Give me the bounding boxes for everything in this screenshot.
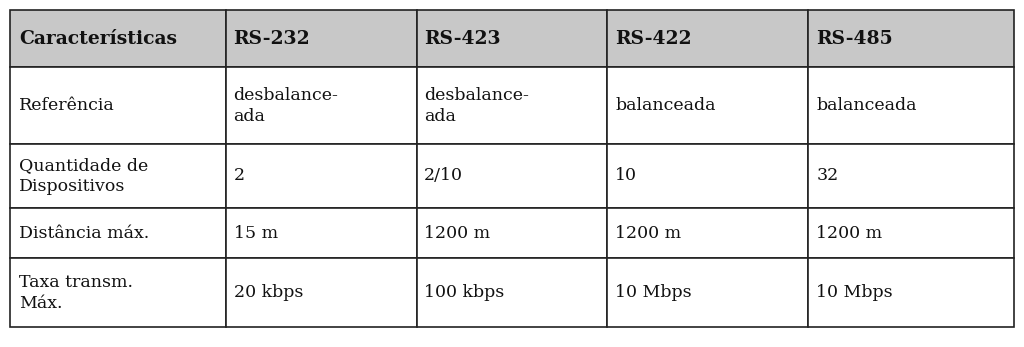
Bar [10,258,226,327]
Text: 15 m: 15 m [233,225,278,242]
Bar [607,208,808,258]
Text: balanceada: balanceada [816,97,916,114]
Bar [417,67,607,144]
Text: 32: 32 [816,168,839,185]
Bar [226,10,417,68]
Text: desbalance-
ada: desbalance- ada [233,87,339,125]
Bar [808,67,1014,144]
Bar [417,258,607,327]
Text: 10 Mbps: 10 Mbps [615,284,692,301]
Text: Referência: Referência [18,97,115,114]
Text: RS-232: RS-232 [233,30,310,48]
Bar [607,10,808,68]
Text: 1200 m: 1200 m [424,225,490,242]
Bar [808,10,1014,68]
Text: 20 kbps: 20 kbps [233,284,303,301]
Text: 100 kbps: 100 kbps [424,284,505,301]
Bar [607,144,808,208]
Text: 10: 10 [615,168,637,185]
Text: balanceada: balanceada [615,97,716,114]
Text: 2/10: 2/10 [424,168,463,185]
Bar [10,10,226,68]
Text: 2: 2 [233,168,245,185]
Text: 1200 m: 1200 m [816,225,883,242]
Bar [417,144,607,208]
Text: 1200 m: 1200 m [615,225,682,242]
Text: Taxa transm.
Máx.: Taxa transm. Máx. [18,273,133,312]
Bar [607,258,808,327]
Text: Quantidade de
Dispositivos: Quantidade de Dispositivos [18,157,148,195]
Bar [417,208,607,258]
Bar [808,208,1014,258]
Text: RS-423: RS-423 [424,30,501,48]
Bar [226,67,417,144]
Bar [10,144,226,208]
Text: Características: Características [18,30,177,48]
Bar [607,67,808,144]
Text: RS-485: RS-485 [816,30,893,48]
Text: desbalance-
ada: desbalance- ada [424,87,529,125]
Bar [226,144,417,208]
Bar [808,258,1014,327]
Text: 10 Mbps: 10 Mbps [816,284,893,301]
Bar [10,208,226,258]
Bar [226,258,417,327]
Text: Distância máx.: Distância máx. [18,225,150,242]
Bar [417,10,607,68]
Bar [10,67,226,144]
Bar [226,208,417,258]
Text: RS-422: RS-422 [615,30,692,48]
Bar [808,144,1014,208]
